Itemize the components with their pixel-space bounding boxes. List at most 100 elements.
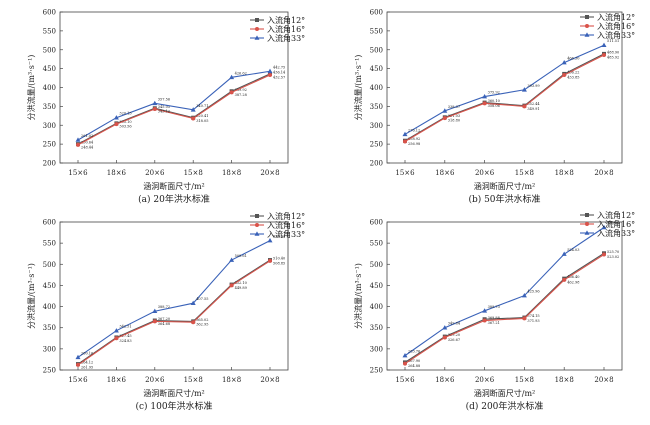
data-point (602, 53, 606, 58)
y-tick-label: 500 (370, 46, 383, 54)
series-line (77, 240, 271, 358)
data-label: 525.70 (607, 250, 619, 254)
series-line (77, 70, 271, 141)
x-axis-label: 涵洞断面尺寸/m² (143, 181, 205, 191)
data-label: 369.88 (488, 316, 500, 320)
data-label: 389.92 (235, 88, 247, 92)
plot-frame (59, 221, 289, 371)
series-line (77, 74, 271, 146)
x-tick-label: 20×6 (145, 169, 165, 177)
data-point (482, 318, 487, 323)
legend-label: 入流角33° (267, 229, 305, 239)
data-point (442, 116, 447, 121)
data-point (521, 292, 527, 298)
data-point (191, 116, 196, 121)
x-tick-label: 15×8 (515, 376, 534, 384)
data-point (482, 308, 488, 313)
data-point (562, 277, 567, 282)
x-tick-label: 20×6 (475, 376, 495, 384)
y-tick-label: 500 (43, 46, 56, 54)
x-tick-label: 18×6 (435, 376, 455, 384)
x-tick-label: 15×6 (68, 169, 88, 177)
y-tick-label: 450 (370, 282, 383, 290)
x-tick-label: 20×8 (594, 376, 613, 384)
legend-label: 入流角33° (267, 33, 305, 43)
data-label: 371.93 (527, 319, 539, 323)
legend-marker (584, 32, 590, 37)
legend-marker (254, 35, 260, 40)
y-tick-label: 550 (370, 240, 383, 248)
x-tick-label: 15×8 (515, 169, 534, 177)
y-tick-label: 600 (370, 9, 383, 17)
legend-marker (585, 222, 589, 226)
data-point (561, 59, 567, 65)
data-point (522, 104, 527, 109)
data-point (190, 107, 196, 112)
data-point (601, 42, 607, 48)
data-label: 442.75 (273, 65, 285, 69)
data-label: 387.28 (235, 93, 247, 97)
data-label: 345.05 (158, 105, 170, 109)
legend-label: 入流角33° (597, 30, 635, 40)
series-line (404, 53, 605, 142)
y-tick-label: 450 (43, 65, 56, 73)
legend-marker (585, 15, 589, 19)
data-label: 261.95 (81, 365, 93, 369)
y-tick-label: 550 (43, 240, 56, 248)
data-point (114, 122, 119, 127)
legend-label: 入流角33° (597, 228, 635, 238)
data-label: 509.61 (235, 254, 247, 258)
y-tick-label: 300 (43, 345, 56, 353)
y-axis-label: 分洪流量/(m³·s⁻¹) (26, 263, 36, 329)
data-label: 488.90 (607, 50, 619, 54)
data-point (268, 73, 272, 78)
data-label: 267.90 (408, 359, 420, 363)
data-point (76, 142, 80, 147)
data-label: 510.40 (273, 257, 285, 261)
y-tick-label: 250 (43, 367, 56, 375)
data-point (229, 257, 235, 262)
legend-marker (585, 213, 589, 217)
data-label: 327.45 (119, 334, 131, 338)
data-label: 426.62 (235, 71, 247, 75)
data-label: 338.37 (448, 105, 460, 109)
data-label: 432.57 (273, 76, 285, 80)
x-axis-label: 涵洞断面尺寸/m² (474, 388, 536, 398)
data-label: 318.80 (448, 119, 460, 123)
data-point (114, 336, 119, 341)
x-tick-label: 18×8 (555, 169, 574, 177)
x-tick-label: 20×8 (260, 376, 279, 384)
y-tick-label: 200 (43, 160, 56, 168)
data-point (482, 101, 487, 106)
data-point (402, 131, 408, 137)
data-label: 375.92 (488, 91, 500, 95)
legend-marker (255, 27, 259, 31)
legend-label: 入流角12° (597, 210, 635, 220)
x-axis-label: 涵洞断面尺寸/m² (474, 181, 536, 191)
data-label: 425.96 (527, 290, 539, 294)
chart-title: (d) 200年洪水标准 (466, 400, 544, 412)
data-point (521, 87, 527, 92)
data-label: 452.10 (235, 281, 247, 285)
legend-marker (255, 18, 259, 22)
data-label: 586.85 (607, 221, 619, 225)
data-point (113, 328, 119, 333)
chart-panel: 200 250 300 350 400 450 500 550 600 15×6 18×6 20×6 1… (353, 9, 635, 206)
legend-label: 入流角12° (267, 15, 305, 25)
y-tick-label: 500 (43, 261, 56, 269)
data-point (267, 238, 273, 243)
series-line (404, 54, 605, 142)
data-point (152, 319, 157, 324)
data-label: 393.99 (527, 84, 539, 88)
data-point (403, 361, 407, 366)
data-label: 276.12 (408, 128, 420, 132)
x-tick-label: 15×6 (68, 376, 88, 384)
legend-marker (255, 223, 259, 227)
data-label: 367.20 (158, 317, 170, 321)
legend-marker (255, 214, 259, 218)
data-label: 342.51 (119, 325, 131, 329)
data-label: 340.71 (196, 104, 208, 108)
data-point (442, 335, 447, 340)
legend-label: 入流角16° (267, 24, 305, 34)
chart-panel: 200 250 300 350 400 450 500 550 600 15×6 18×6 20×6 1… (26, 9, 305, 206)
